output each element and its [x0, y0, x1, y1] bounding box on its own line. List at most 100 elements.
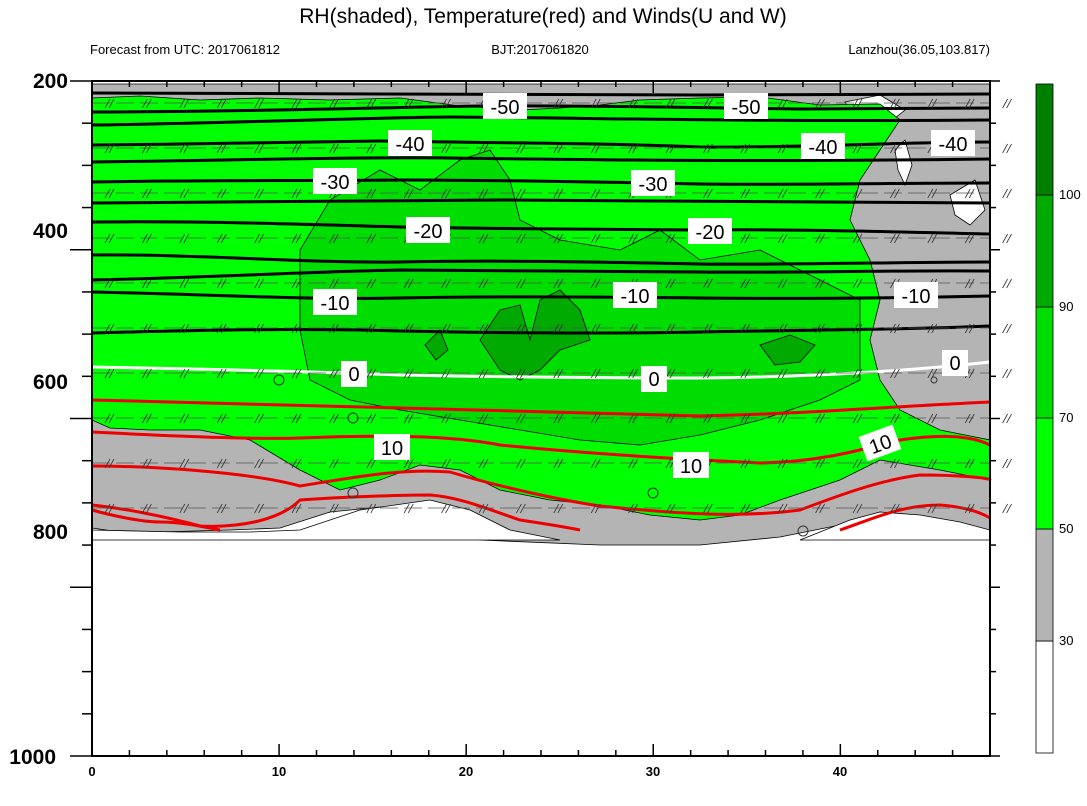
wind-barb-mark: [781, 233, 788, 244]
wind-barb-mark: [254, 278, 260, 289]
wind-barb-mark: [333, 233, 339, 244]
wind-barb-mark: [815, 323, 821, 334]
colorbar-segment-2: [1035, 417, 1054, 530]
wind-barb-mark: [964, 278, 971, 289]
wind-barb-mark: [628, 458, 634, 469]
wind-barb-mark: [482, 323, 489, 334]
wind-barb-mark: [1006, 143, 1012, 154]
wind-barb-mark: [1002, 188, 1008, 199]
wind-barb-mark: [819, 233, 825, 244]
wind-barb-mark: [183, 368, 190, 379]
wind-barb-mark: [183, 413, 190, 424]
wind-barb-mark: [258, 233, 264, 244]
wind-barb-mark: [852, 458, 859, 469]
wind-barb-mark: [254, 413, 260, 424]
wind-barb-mark: [445, 503, 451, 514]
wind-barb-mark: [856, 278, 863, 289]
wind-barb-mark: [183, 503, 190, 514]
wind-barb-mark: [108, 98, 115, 109]
wind-barb-mark: [366, 503, 373, 514]
wind-barb-mark: [291, 458, 298, 469]
wind-barb-mark: [553, 503, 560, 514]
wind-barb-mark: [254, 458, 260, 469]
wind-barb-mark: [183, 323, 190, 334]
wind-barb-mark: [179, 413, 186, 424]
wind-barb-mark: [852, 323, 859, 334]
wind-barb-mark: [553, 188, 560, 199]
wind-barb-mark: [254, 98, 260, 109]
wind-barb-mark: [819, 413, 825, 424]
wind-barb-mark: [104, 413, 111, 424]
wind-barb-mark: [931, 503, 938, 514]
wind-barb-mark: [781, 188, 788, 199]
wind-barb-mark: [590, 323, 597, 334]
wind-barb-mark: [553, 323, 560, 334]
wind-barb-mark: [594, 143, 601, 154]
wind-barb-mark: [890, 368, 896, 379]
wind-barb-mark: [445, 413, 451, 424]
wind-barb-mark: [968, 188, 975, 199]
wind-barb-mark: [291, 143, 298, 154]
wind-barb-mark: [1002, 503, 1008, 514]
x-tick-label: 20: [459, 764, 473, 779]
wind-barb-mark: [557, 458, 564, 469]
wind-barb-mark: [295, 143, 302, 154]
contour-label: 0: [341, 361, 367, 387]
wind-barb-mark: [669, 503, 676, 514]
wind-barb-mark: [1002, 98, 1008, 109]
wind-barb-mark: [407, 188, 414, 199]
wind-barb-mark: [333, 98, 339, 109]
wind-barb-mark: [553, 413, 560, 424]
wind-barb-mark: [295, 278, 302, 289]
wind-barb-mark: [407, 503, 414, 514]
wind-barb-mark: [1006, 323, 1012, 334]
wind-barb-mark: [632, 323, 638, 334]
wind-barb-mark: [740, 458, 747, 469]
wind-barb-mark: [557, 413, 564, 424]
wind-barb-mark: [482, 458, 489, 469]
wind-barb-mark: [815, 413, 821, 424]
wind-barb-mark: [594, 503, 601, 514]
wind-barb-mark: [894, 368, 900, 379]
wind-barb-mark: [183, 458, 190, 469]
wind-barb-mark: [553, 368, 560, 379]
wind-barb-mark: [441, 323, 447, 334]
wind-barb-mark: [557, 323, 564, 334]
calm-wind-circle: [930, 376, 938, 384]
wind-barb-mark: [403, 188, 410, 199]
colorbar-segment-4: [1035, 194, 1054, 308]
wind-barb-mark: [142, 413, 148, 424]
wind-barb-mark: [329, 323, 335, 334]
wind-barb-mark: [370, 188, 377, 199]
wind-barb-mark: [703, 188, 709, 199]
wind-barb-mark: [707, 323, 713, 334]
wind-barb-mark: [254, 233, 260, 244]
wind-barb-mark: [333, 323, 339, 334]
wind-barb-mark: [407, 413, 414, 424]
wind-barb-mark: [894, 323, 900, 334]
wind-barb-mark: [594, 413, 601, 424]
isotherm-minus12: [91, 268, 991, 282]
wind-barb-mark: [478, 188, 485, 199]
wind-barb-mark: [366, 368, 373, 379]
temperature-contours-red: [91, 398, 992, 532]
wind-barb-mark: [295, 503, 302, 514]
wind-barb-mark: [366, 98, 373, 109]
wind-barb-mark: [295, 368, 302, 379]
wind-barb-mark: [295, 98, 302, 109]
x-axis-labels: 0 10 20 30 40: [88, 764, 847, 779]
wind-barb-mark: [407, 368, 414, 379]
rh-shade-dark-green-3: [424, 329, 449, 361]
wind-barb-mark: [291, 98, 298, 109]
wind-barb-mark: [179, 143, 186, 154]
wind-barb-mark: [931, 233, 938, 244]
wind-barb-mark: [258, 413, 264, 424]
wind-barb-mark: [628, 503, 634, 514]
wind-barb-mark: [894, 233, 900, 244]
wind-barb-mark: [777, 368, 784, 379]
wind-barb-mark: [254, 188, 260, 199]
wind-barb-mark: [856, 413, 863, 424]
wind-barb-mark: [852, 233, 859, 244]
wind-barb-mark: [781, 143, 788, 154]
wind-barb-mark: [258, 188, 264, 199]
